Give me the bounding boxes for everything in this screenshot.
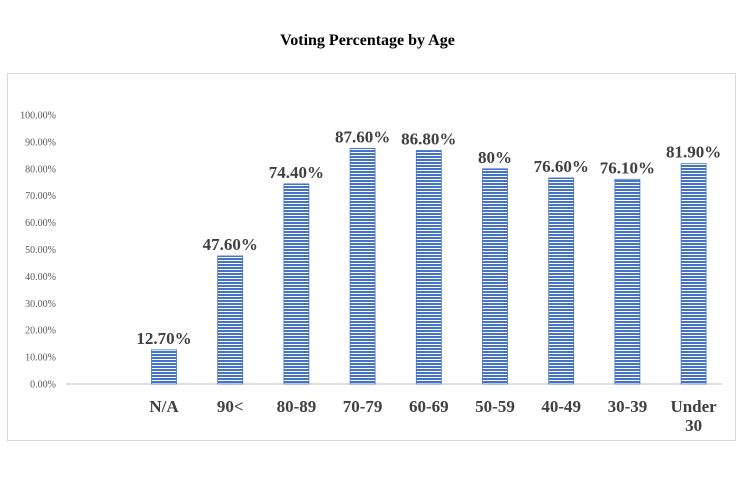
y-tick-label: 10.00% [25,353,56,364]
data-label: 86.80% [401,130,456,149]
data-label: 80% [478,148,512,167]
category-label: 70-79 [343,397,383,416]
y-tick-label: 90.00% [25,137,56,148]
category-label: 30-39 [608,397,648,416]
y-tick-label: 70.00% [25,191,56,202]
bar [548,177,575,385]
y-tick-label: 40.00% [25,272,56,283]
data-label: 74.40% [269,163,324,182]
category-label: 50-59 [475,397,515,416]
bar [283,183,310,385]
bar [151,349,177,385]
y-tick-label: 60.00% [25,218,56,229]
bar [415,150,442,385]
bar [349,147,376,385]
chart-title: Voting Percentage by Age [280,32,455,49]
category-label: 80-89 [277,397,317,416]
y-tick-label: 30.00% [25,299,56,310]
data-label: 87.60% [335,127,390,146]
category-label: 90< [217,397,244,416]
bar [680,163,707,385]
data-label: 81.90% [666,143,721,162]
category-label: 60-69 [409,397,449,416]
y-tick-label: 0.00% [30,380,56,391]
data-label: 47.60% [203,235,258,254]
category-label: Under 30 [670,397,717,435]
data-labels: 12.70% 47.60% 74.40% 87.60% 86.80% 80% 76.60% 7… [136,127,721,347]
bars [151,147,707,385]
data-label: 76.60% [534,157,589,176]
bar [614,178,641,385]
y-tick-label: 80.00% [25,164,56,175]
y-axis-ticks: 0.00% 10.00% 20.00% 30.00% 40.00% 50.00% 60.00… [20,111,56,391]
y-tick-label: 20.00% [25,326,56,337]
bar [482,168,508,385]
category-label: N/A [149,397,179,416]
category-labels: N/A 90< 80-89 70-79 60-69 50-59 40-49 30-39 Unde… [149,397,717,435]
chart-frame [7,73,736,441]
y-tick-label: 50.00% [25,245,56,256]
category-label: 40-49 [541,397,581,416]
data-label: 12.70% [136,329,191,348]
y-tick-label: 100.00% [20,111,56,122]
bar [217,255,244,385]
data-label: 76.10% [600,158,655,177]
